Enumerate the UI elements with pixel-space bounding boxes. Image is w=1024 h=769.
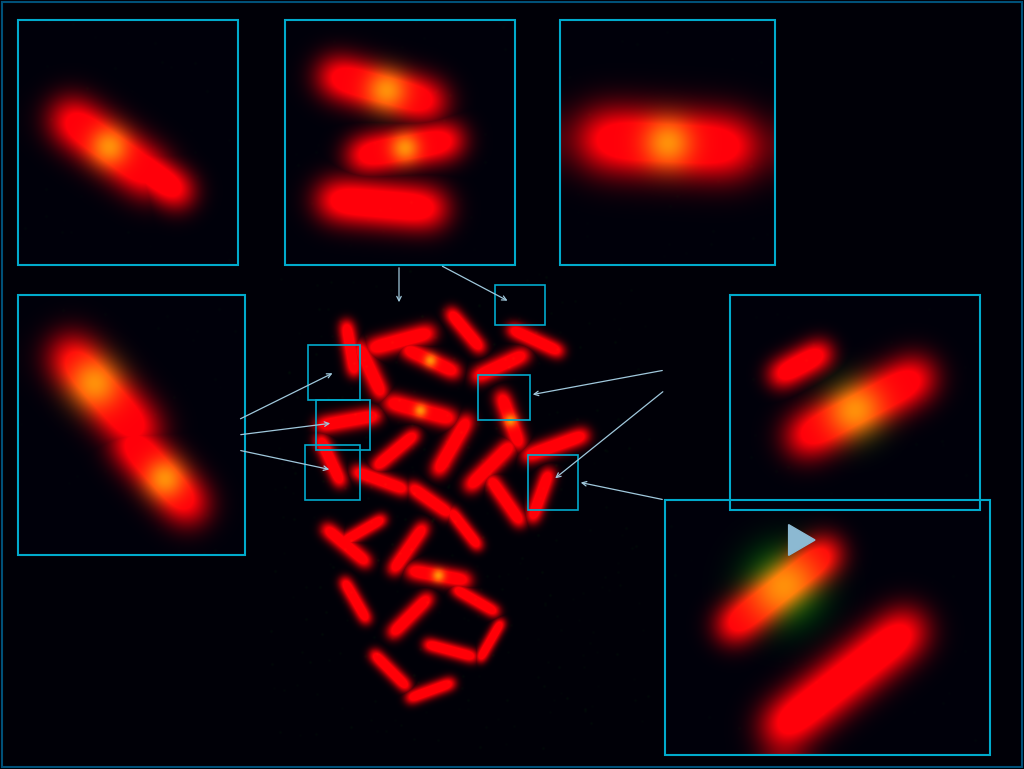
Bar bbox=[560, 20, 775, 265]
Bar bbox=[495, 285, 545, 325]
Bar bbox=[285, 20, 515, 265]
Bar bbox=[308, 345, 360, 400]
Bar bbox=[316, 400, 370, 450]
Bar bbox=[665, 500, 990, 755]
Bar bbox=[478, 375, 530, 420]
Bar bbox=[730, 295, 980, 510]
Bar bbox=[305, 445, 360, 500]
Bar bbox=[18, 295, 245, 555]
Polygon shape bbox=[788, 524, 815, 555]
Bar bbox=[528, 455, 578, 510]
Bar bbox=[18, 20, 238, 265]
